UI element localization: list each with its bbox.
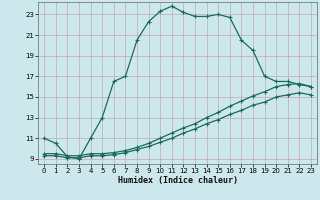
X-axis label: Humidex (Indice chaleur): Humidex (Indice chaleur) xyxy=(118,176,238,185)
